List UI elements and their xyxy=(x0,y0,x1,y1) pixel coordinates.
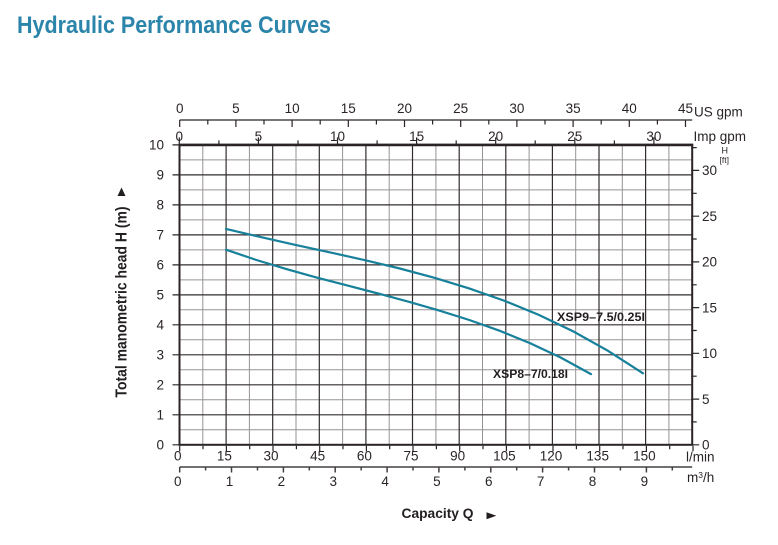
svg-text:4: 4 xyxy=(381,474,389,489)
svg-text:10: 10 xyxy=(702,346,717,361)
svg-text:5: 5 xyxy=(232,101,240,116)
svg-text:60: 60 xyxy=(357,449,372,464)
svg-text:20: 20 xyxy=(397,101,412,116)
svg-text:30: 30 xyxy=(646,129,661,144)
svg-text:l/min: l/min xyxy=(686,450,715,465)
svg-text:0: 0 xyxy=(702,438,710,453)
svg-text:35: 35 xyxy=(566,101,581,116)
svg-text:75: 75 xyxy=(403,449,418,464)
svg-text:3: 3 xyxy=(156,348,164,363)
svg-text:5: 5 xyxy=(156,288,164,303)
svg-text:1: 1 xyxy=(156,408,164,423)
svg-text:5: 5 xyxy=(433,474,441,489)
svg-text:H: H xyxy=(722,146,729,156)
svg-text:Imp gpm: Imp gpm xyxy=(694,129,747,144)
svg-text:2: 2 xyxy=(278,474,286,489)
svg-text:10: 10 xyxy=(330,129,345,144)
svg-text:US gpm: US gpm xyxy=(694,105,743,120)
svg-text:20: 20 xyxy=(488,129,503,144)
svg-text:4: 4 xyxy=(156,318,164,333)
svg-text:8: 8 xyxy=(156,198,164,213)
svg-text:135: 135 xyxy=(586,449,609,464)
svg-text:9: 9 xyxy=(156,168,164,183)
svg-text:45: 45 xyxy=(678,101,693,116)
svg-text:30: 30 xyxy=(509,101,524,116)
svg-text:25: 25 xyxy=(453,101,468,116)
svg-text:1: 1 xyxy=(226,474,234,489)
svg-text:0: 0 xyxy=(174,449,182,464)
svg-text:6: 6 xyxy=(156,258,164,273)
svg-text:45: 45 xyxy=(310,449,325,464)
svg-text:0: 0 xyxy=(156,438,164,453)
svg-text:150: 150 xyxy=(633,449,656,464)
svg-text:6: 6 xyxy=(485,474,493,489)
svg-text:30: 30 xyxy=(702,163,717,178)
svg-text:0: 0 xyxy=(174,474,182,489)
svg-text:0: 0 xyxy=(176,129,184,144)
svg-text:[ft]: [ft] xyxy=(720,155,729,165)
svg-text:7: 7 xyxy=(156,228,164,243)
svg-text:5: 5 xyxy=(255,129,263,144)
svg-text:m3/h: m3/h xyxy=(687,470,714,485)
svg-text:90: 90 xyxy=(450,449,465,464)
svg-text:5: 5 xyxy=(702,392,710,407)
svg-text:8: 8 xyxy=(589,474,597,489)
svg-text:120: 120 xyxy=(540,449,563,464)
svg-text:10: 10 xyxy=(285,101,300,116)
svg-text:25: 25 xyxy=(702,209,717,224)
svg-text:Total manometric head H (m): Total manometric head H (m) xyxy=(114,207,131,398)
svg-text:7: 7 xyxy=(537,474,545,489)
svg-text:30: 30 xyxy=(263,449,278,464)
svg-text:25: 25 xyxy=(567,129,582,144)
svg-text:Capacity Q: Capacity Q xyxy=(402,506,474,521)
svg-text:0: 0 xyxy=(176,101,184,116)
svg-text:15: 15 xyxy=(341,101,356,116)
svg-text:XSP8–7/0.18I: XSP8–7/0.18I xyxy=(493,367,568,381)
svg-text:105: 105 xyxy=(493,449,516,464)
svg-text:15: 15 xyxy=(702,300,717,315)
svg-text:20: 20 xyxy=(702,255,717,270)
svg-text:40: 40 xyxy=(622,101,637,116)
svg-text:10: 10 xyxy=(149,138,164,153)
svg-text:2: 2 xyxy=(156,378,164,393)
svg-text:3: 3 xyxy=(329,474,337,489)
svg-text:9: 9 xyxy=(641,474,649,489)
svg-text:15: 15 xyxy=(409,129,424,144)
svg-text:Hydraulic Performance Curves: Hydraulic Performance Curves xyxy=(17,12,331,39)
svg-text:XSP9–7.5/0.25I: XSP9–7.5/0.25I xyxy=(557,310,645,324)
svg-text:15: 15 xyxy=(217,449,232,464)
